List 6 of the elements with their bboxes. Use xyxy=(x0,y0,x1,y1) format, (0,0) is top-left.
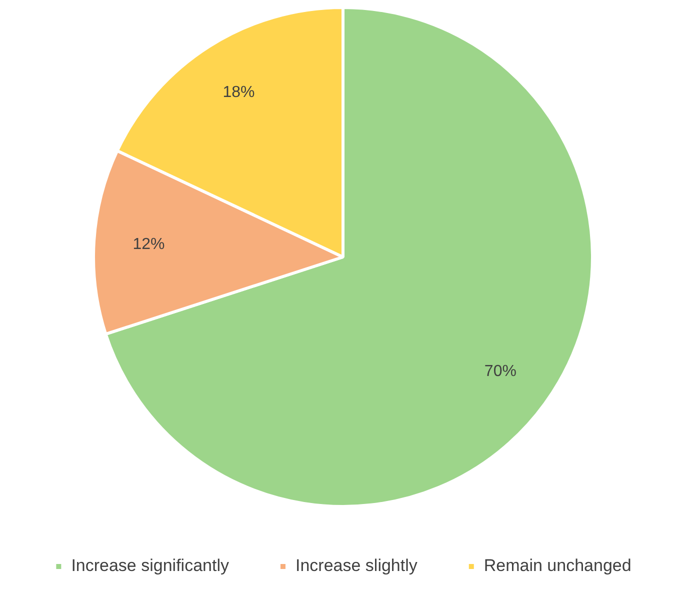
legend-label: Increase significantly xyxy=(71,556,230,576)
data-label: 12% xyxy=(132,236,165,254)
legend-label: Increase slightly xyxy=(295,556,418,576)
data-label: 18% xyxy=(222,84,255,102)
legend-label: Remain unchanged xyxy=(484,556,632,576)
data-label: 70% xyxy=(484,362,516,380)
